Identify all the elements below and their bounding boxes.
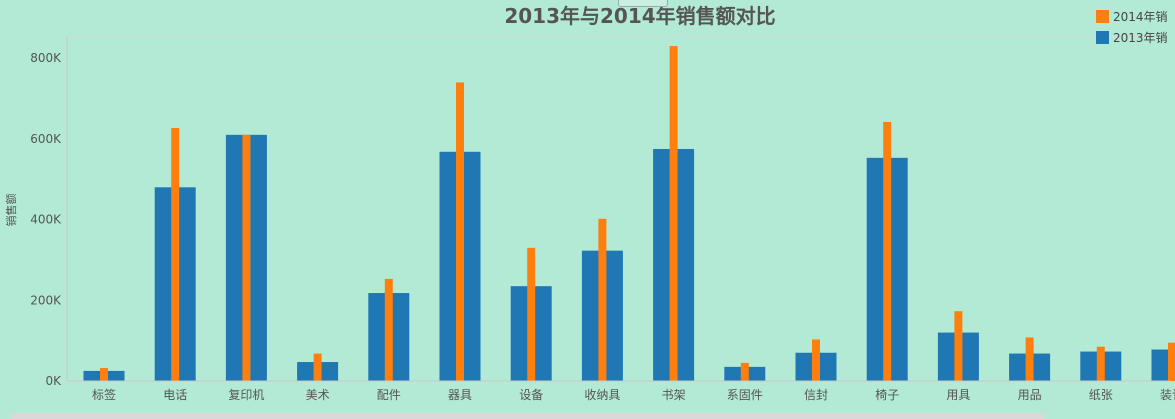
y-tick-label: 0K xyxy=(45,374,62,388)
bar-2014[interactable] xyxy=(1168,342,1175,381)
y-axis: 0K 200K 400K 600K 800K xyxy=(30,35,1170,388)
legend-label[interactable]: 2013年销 xyxy=(1113,31,1168,45)
x-tick-label: 电话 xyxy=(163,388,187,402)
x-tick-label: 信封 xyxy=(804,388,828,402)
bar-2014[interactable] xyxy=(954,311,963,381)
y-tick-label: 400K xyxy=(30,213,62,227)
bar-2014[interactable] xyxy=(384,278,393,381)
x-tick-label: 标签 xyxy=(92,387,116,402)
legend-swatch[interactable] xyxy=(1096,31,1109,44)
bars xyxy=(83,46,1175,382)
bar-2014[interactable] xyxy=(812,339,820,381)
drag-handle[interactable] xyxy=(618,0,668,7)
x-tick-label: 椅子 xyxy=(875,388,899,402)
legend: 2014年销 2013年销 xyxy=(1096,10,1168,45)
bar-2014[interactable] xyxy=(100,368,108,381)
x-tick-label: 装订 xyxy=(1160,388,1175,402)
bar-2014[interactable] xyxy=(740,362,749,381)
x-tick-label: 美术 xyxy=(306,388,330,402)
x-tick-label: 设备 xyxy=(519,388,543,402)
bar-2014[interactable] xyxy=(527,247,536,381)
bar-2014[interactable] xyxy=(313,353,322,381)
x-tick-label: 配件 xyxy=(377,388,401,402)
x-tick-label: 纸张 xyxy=(1089,388,1113,402)
bar-2014[interactable] xyxy=(598,218,607,381)
x-tick-label: 书架 xyxy=(662,388,686,402)
bar-2014[interactable] xyxy=(171,127,180,381)
bar-2014[interactable] xyxy=(242,134,251,381)
legend-swatch[interactable] xyxy=(1096,10,1109,23)
y-tick-label: 200K xyxy=(30,293,62,307)
x-tick-label: 用具 xyxy=(946,388,970,402)
x-tick-label: 器具 xyxy=(448,388,472,402)
x-tick-label: 复印机 xyxy=(228,388,264,402)
bar-2014[interactable] xyxy=(1096,346,1105,381)
bar-2014[interactable] xyxy=(1025,337,1034,381)
bar-2014[interactable] xyxy=(669,46,678,381)
y-axis-label: 销售额 xyxy=(4,194,18,227)
bar-2014[interactable] xyxy=(883,121,892,382)
bar-2014[interactable] xyxy=(456,82,464,381)
y-tick-label: 600K xyxy=(30,132,62,146)
chart-title: 2013年与2014年销售额对比 xyxy=(504,4,775,28)
y-tick-label: 800K xyxy=(30,51,62,65)
x-tick-label: 用品 xyxy=(1018,388,1042,402)
x-tick-label: 系固件 xyxy=(727,388,763,402)
x-axis: 标签 电话 复印机 美术 配件 器具 设备 收纳具 书架 系固件 信封 椅子 用具 用品 纸张 装订 xyxy=(67,380,1175,402)
x-tick-label: 收纳具 xyxy=(584,388,620,402)
legend-label[interactable]: 2014年销 xyxy=(1113,10,1168,24)
horizontal-scrollbar[interactable] xyxy=(10,413,1045,419)
